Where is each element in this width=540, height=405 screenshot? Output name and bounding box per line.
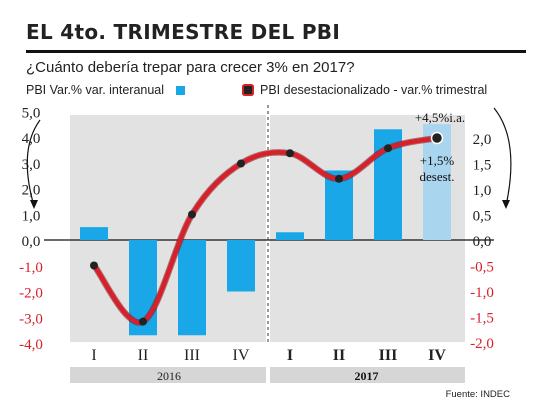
right-tick-label: -1,5 bbox=[470, 311, 494, 327]
legend-line: PBI desestacionalizado - var.% trimestra… bbox=[244, 83, 487, 97]
line-point-2017-q1 bbox=[286, 149, 294, 158]
right-tick-label: 1,0 bbox=[473, 183, 492, 199]
quarter-label: III bbox=[379, 347, 398, 364]
right-tick-label: -1,0 bbox=[470, 285, 494, 301]
quarter-label: I bbox=[287, 347, 293, 364]
line-point-2016-q3 bbox=[188, 210, 196, 219]
bar-2016-q3 bbox=[178, 240, 206, 336]
right-axis-arrow-curve bbox=[493, 107, 512, 207]
title-bar: EL 4to. TRIMESTRE DEL PBI bbox=[26, 20, 526, 53]
left-tick-label: 0,0 bbox=[22, 234, 41, 250]
line-point-2016-q2 bbox=[139, 317, 147, 326]
legend-bar-swatch bbox=[176, 85, 186, 95]
bar-2016-q4 bbox=[227, 240, 255, 292]
right-tick-label: -2,0 bbox=[470, 336, 494, 352]
chart-title: EL 4to. TRIMESTRE DEL PBI bbox=[26, 20, 341, 44]
left-tick-label: -3,0 bbox=[19, 311, 43, 327]
left-axis-arrow-curve bbox=[26, 119, 41, 207]
left-tick-label: -4,0 bbox=[19, 337, 43, 353]
left-tick-label: 5,0 bbox=[22, 105, 41, 121]
quarter-label: I bbox=[91, 347, 96, 364]
title-rule bbox=[26, 50, 526, 53]
left-tick-label: -2,0 bbox=[19, 286, 43, 302]
line-point-2016-q1 bbox=[90, 261, 98, 270]
bar-2017-q1 bbox=[276, 232, 304, 240]
right-tick-label: 2,0 bbox=[473, 132, 492, 148]
chart-subtitle: ¿Cuánto debería trepar para crecer 3% en… bbox=[26, 59, 355, 76]
line-point-2016-q4 bbox=[237, 159, 245, 168]
legend-bars-label: PBI Var.% var. interanual bbox=[26, 83, 165, 97]
annotation-ia: +4,5%i.a. bbox=[415, 110, 465, 125]
quarter-label: IV bbox=[233, 347, 250, 364]
left-tick-label: -1,0 bbox=[19, 260, 43, 276]
legend-bars: PBI Var.% var. interanual bbox=[26, 83, 186, 97]
right-axis-arrow-head bbox=[502, 200, 510, 209]
legend-line-swatch bbox=[244, 86, 252, 94]
line-point-2017-q3 bbox=[384, 144, 392, 153]
year-label-2016: 2016 bbox=[157, 369, 181, 383]
line-point-2017-q4 bbox=[430, 131, 444, 145]
quarter-label: IV bbox=[428, 347, 446, 364]
legend-line-label: PBI desestacionalizado - var.% trimestra… bbox=[260, 83, 488, 97]
right-tick-label: 0,5 bbox=[473, 209, 492, 225]
year-band-2017 bbox=[270, 367, 465, 383]
quarter-label: II bbox=[333, 347, 345, 364]
left-tick-label: 2,0 bbox=[22, 183, 41, 199]
quarter-label: II bbox=[138, 347, 149, 364]
annotation-desest-label: desest. bbox=[419, 169, 454, 184]
year-label-2017: 2017 bbox=[355, 369, 379, 383]
left-tick-label: 1,0 bbox=[22, 208, 41, 224]
year-band-2016 bbox=[70, 367, 266, 383]
quarter-label: III bbox=[184, 347, 200, 364]
source-note: Fuente: INDEC bbox=[445, 389, 510, 400]
bar-2016-q1 bbox=[80, 227, 108, 240]
left-tick-label: 3,0 bbox=[22, 157, 41, 173]
annotation-desest-value: +1,5% bbox=[420, 153, 455, 168]
left-axis-arrow-head bbox=[30, 200, 38, 209]
line-point-2017-q2 bbox=[335, 174, 343, 183]
right-tick-label: 0,0 bbox=[473, 234, 492, 250]
right-tick-label: -0,5 bbox=[470, 260, 494, 276]
right-tick-label: 1,5 bbox=[473, 158, 492, 174]
